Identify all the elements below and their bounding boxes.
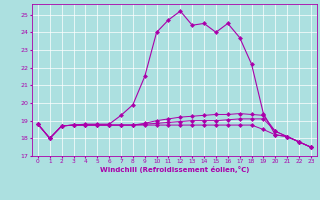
X-axis label: Windchill (Refroidissement éolien,°C): Windchill (Refroidissement éolien,°C) — [100, 166, 249, 173]
